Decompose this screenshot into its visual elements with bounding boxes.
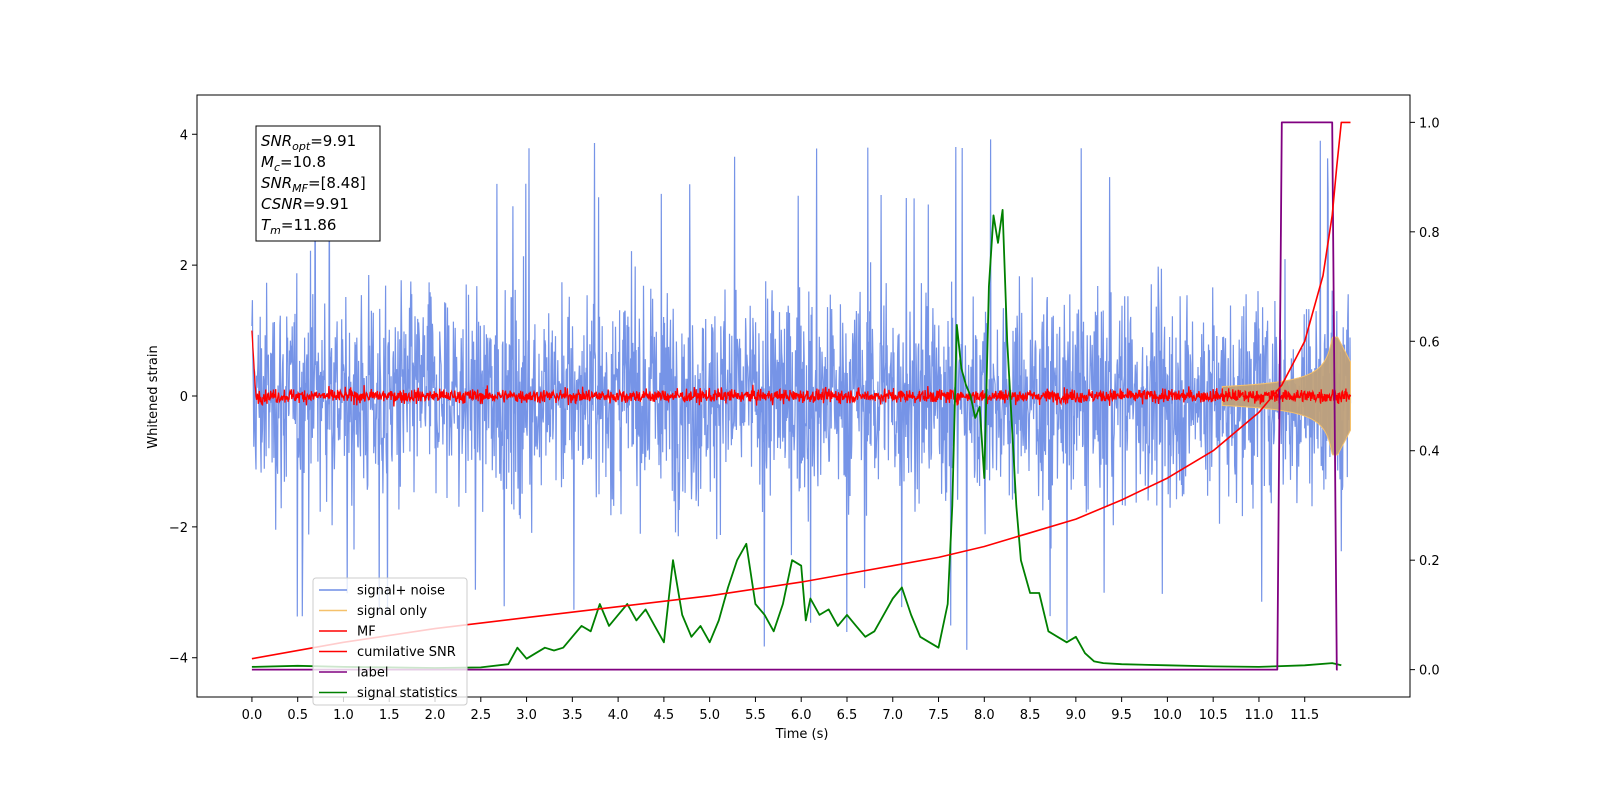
x-tick-label: 10.5: [1199, 708, 1228, 723]
y-left-tick-label: 0: [180, 390, 188, 405]
y-right-tick-label: 0.2: [1419, 554, 1440, 569]
x-tick-label: 2.5: [470, 708, 491, 723]
y-right-tick-label: 0.0: [1419, 664, 1440, 679]
x-tick-label: 0.0: [242, 708, 263, 723]
annotation-line: CSNR=9.91: [261, 195, 349, 213]
x-tick-label: 1.5: [379, 708, 400, 723]
y-right-tick-label: 0.4: [1419, 445, 1440, 460]
annotation-symbol: M: [261, 153, 274, 171]
annotation-subscript: m: [270, 224, 281, 237]
x-tick-label: 8.5: [1020, 708, 1041, 723]
annotation-symbol: SNR: [261, 132, 292, 150]
y-right-tick-label: 0.8: [1419, 226, 1440, 241]
legend: signal+ noise signal only MF cumilative SNR…: [312, 577, 468, 706]
annotation-value: =10.8: [280, 153, 326, 171]
x-tick-label: 0.5: [287, 708, 308, 723]
series-label: [251, 121, 1338, 671]
x-axis-label: Time (s): [775, 727, 829, 742]
annotation-subscript: c: [274, 161, 280, 174]
y-right-tick-label: 0.6: [1419, 335, 1440, 350]
x-tick-label: 5.5: [745, 708, 766, 723]
x-tick-label: 1.0: [333, 708, 354, 723]
series-cumulative-snr: [251, 121, 1351, 660]
x-tick-label: 7.5: [928, 708, 949, 723]
annotation-value: =9.91: [310, 132, 356, 150]
annotation-value: =9.91: [303, 195, 349, 213]
x-tick-label: 6.5: [837, 708, 858, 723]
legend-entry: MF: [357, 625, 376, 640]
x-tick-label: 9.0: [1066, 708, 1087, 723]
series-mf: [251, 330, 1352, 407]
x-axis: 0.0 0.5 1.0 1.5 2.0 2.5 3.0 3.5 4.0 4.5 5.0 5.5 6.0 6…: [242, 697, 1319, 723]
x-tick-label: 7.0: [882, 708, 903, 723]
legend-entry: signal+ noise: [357, 584, 445, 599]
x-tick-label: 3.5: [562, 708, 583, 723]
x-tick-label: 6.0: [791, 708, 812, 723]
annotation-line: SNRMF=[8.48]: [261, 174, 366, 195]
y-right-tick-label: 1.0: [1419, 116, 1440, 131]
legend-entry: signal statistics: [357, 686, 458, 701]
annotation-line: SNRopt=9.91: [261, 132, 356, 153]
annotation-line: Tm=11.86: [261, 216, 336, 237]
series-layer: [251, 121, 1352, 671]
annotation-value: =11.86: [281, 216, 337, 234]
annotation-symbol: SNR: [261, 174, 292, 192]
x-tick-label: 11.5: [1290, 708, 1319, 723]
x-tick-label: 9.5: [1111, 708, 1132, 723]
y-axis-right: 0.0 0.2 0.4 0.6 0.8 1.0: [1410, 116, 1440, 679]
x-tick-label: 4.0: [608, 708, 629, 723]
y-left-tick-label: −4: [169, 652, 188, 667]
y-left-tick-label: 2: [180, 259, 188, 274]
annotation-symbol: CSNR: [261, 195, 303, 213]
x-tick-label: 3.0: [516, 708, 537, 723]
x-tick-label: 5.0: [699, 708, 720, 723]
x-tick-label: 2.0: [425, 708, 446, 723]
y-axis-left: −4 −2 0 2 4: [169, 128, 197, 667]
annotation-frame: [255, 125, 381, 242]
legend-entry: cumilative SNR: [357, 645, 456, 660]
legend-entry: label: [357, 666, 388, 681]
x-tick-label: 10.0: [1153, 708, 1182, 723]
annotation-box: SNRopt=9.91Mc=10.8SNRMF=[8.48]CSNR=9.91T…: [255, 125, 381, 242]
annotation-value: =[8.48]: [308, 174, 366, 192]
series-signal-statistics: [251, 209, 1342, 669]
x-tick-label: 4.5: [654, 708, 675, 723]
annotation-subscript: opt: [292, 140, 311, 153]
x-tick-label: 8.0: [974, 708, 995, 723]
annotation-line: Mc=10.8: [261, 153, 326, 174]
legend-frame: [312, 577, 468, 706]
annotation-symbol: T: [261, 216, 272, 234]
annotation-subscript: MF: [292, 182, 308, 195]
y-left-tick-label: 4: [180, 128, 188, 143]
y-axis-label: Whitened strain: [146, 345, 161, 448]
x-tick-label: 11.0: [1244, 708, 1273, 723]
y-left-tick-label: −2: [169, 521, 188, 536]
legend-entry: signal only: [357, 604, 427, 619]
